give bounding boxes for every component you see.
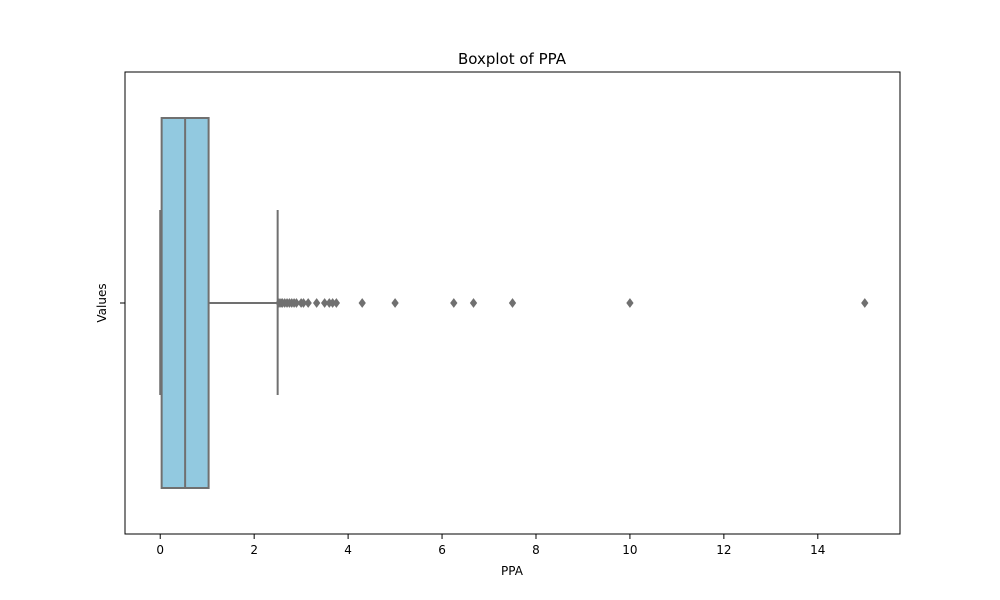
outlier-point: [508, 298, 517, 308]
outlier-point: [626, 298, 634, 308]
x-tick-label: 14: [810, 543, 825, 557]
outlier-point: [861, 298, 869, 308]
x-tick-label: 8: [532, 543, 540, 557]
outlier-point: [332, 298, 341, 308]
outlier-point: [358, 298, 366, 308]
outlier-point: [391, 298, 399, 308]
outlier-point: [312, 298, 321, 308]
x-axis-label: PPA: [501, 564, 524, 578]
x-tick-label: 0: [156, 543, 164, 557]
x-tick-label: 2: [250, 543, 258, 557]
x-tick-label: 10: [622, 543, 637, 557]
outlier-point: [450, 298, 458, 308]
plot-area: [159, 117, 869, 489]
x-tick-label: 6: [438, 543, 446, 557]
x-axis: 0 2 4 6 8 10 12 14: [156, 534, 825, 557]
x-tick-label: 4: [344, 543, 352, 557]
outlier-point: [469, 298, 478, 308]
chart-title: Boxplot of PPA: [458, 50, 567, 68]
outlier-point: [304, 298, 312, 308]
y-axis-label: Values: [95, 283, 109, 322]
x-tick-label: 12: [716, 543, 731, 557]
